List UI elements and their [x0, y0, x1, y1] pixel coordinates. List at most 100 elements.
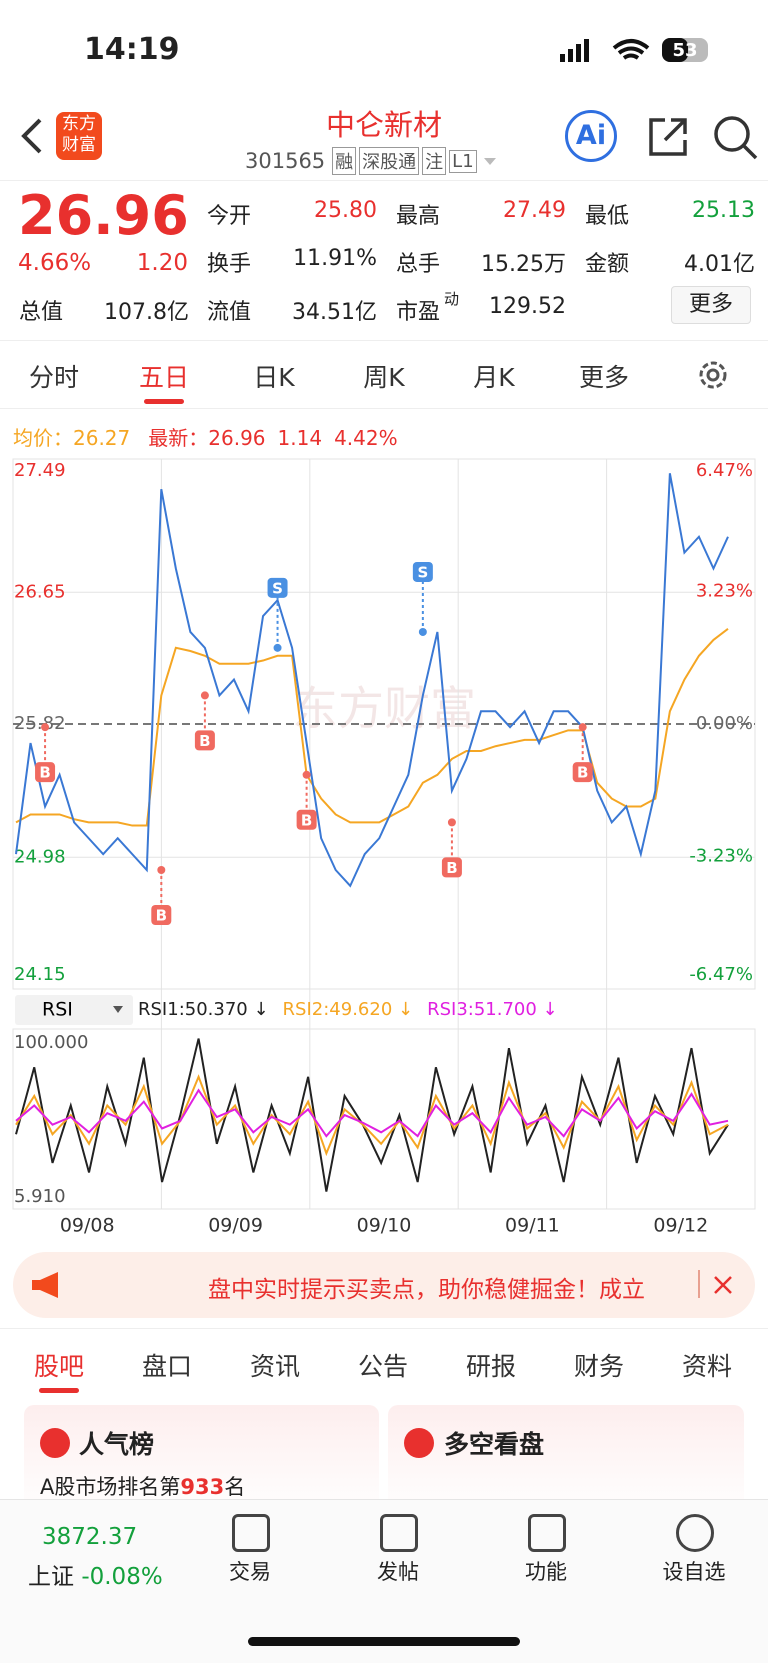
- marker-badge: [35, 762, 56, 783]
- marker-badge: [267, 577, 288, 598]
- marker-dot: [41, 723, 50, 732]
- x-tick-label: 09/08: [60, 1215, 115, 1237]
- divider: [0, 180, 768, 181]
- y-tick-label: 25.82: [14, 713, 66, 734]
- marker-badge: [296, 809, 317, 830]
- field-label: 金额: [585, 252, 630, 277]
- y2-tick-label: -3.23%: [689, 845, 753, 866]
- hot-card[interactable]: [24, 1405, 379, 1515]
- nav-icon[interactable]: [528, 1514, 566, 1552]
- tab[interactable]: 资讯: [249, 1352, 300, 1381]
- y2-tick-label: -6.47%: [689, 964, 753, 985]
- tab-underline: [39, 1388, 79, 1393]
- x-tick-label: 09/11: [505, 1215, 560, 1237]
- field-value: 34.51亿: [292, 300, 377, 325]
- tip-banner[interactable]: [13, 1252, 755, 1318]
- indicator-select: [15, 995, 133, 1025]
- y-tick-label: 26.65: [14, 581, 66, 602]
- indicator-name: RSI: [42, 999, 73, 1021]
- marker-label: B: [39, 764, 50, 782]
- tab[interactable]: 分时: [28, 363, 79, 392]
- ai-button[interactable]: Ai: [565, 110, 617, 162]
- nav-label: 设自选: [662, 1560, 726, 1584]
- hot-icon: [40, 1428, 70, 1458]
- vs-card[interactable]: [388, 1405, 744, 1515]
- change: 1.14: [277, 426, 323, 450]
- tab[interactable]: 日K: [253, 363, 295, 392]
- marker-dot: [578, 723, 587, 732]
- close-button[interactable]: [712, 1274, 734, 1296]
- dropdown-arrow[interactable]: [480, 154, 500, 168]
- marker-label: B: [156, 906, 167, 924]
- settings-button[interactable]: [695, 357, 731, 393]
- nav-icon[interactable]: [232, 1514, 270, 1552]
- divider: [0, 1328, 768, 1329]
- back-button[interactable]: [18, 116, 48, 156]
- logo-text: 财富: [62, 135, 96, 155]
- divider: [0, 408, 768, 409]
- series-line: [15, 1038, 729, 1192]
- more-button[interactable]: 更多: [671, 286, 751, 324]
- megaphone-icon: [32, 1272, 58, 1298]
- chart: 东方财富 27.49 6.47% 26.65 3.23% 25.82 0.00% 24.98…: [12, 458, 756, 1237]
- marker-badge: [441, 857, 462, 878]
- watermark: 东方财富: [292, 682, 476, 736]
- last-value: 26.96: [208, 426, 266, 450]
- tab[interactable]: 财务: [573, 1352, 624, 1381]
- field-label: 最高: [396, 204, 441, 229]
- nav-label: 功能: [525, 1560, 567, 1584]
- series-line: [15, 1088, 729, 1138]
- y-tick-label: 27.49: [14, 460, 66, 481]
- x-tick-label: 09/12: [653, 1215, 708, 1237]
- share-button[interactable]: [645, 114, 691, 160]
- tab[interactable]: 盘口: [141, 1352, 192, 1381]
- logo-text: 东方: [62, 114, 96, 134]
- index-row[interactable]: 上证 -0.08%: [28, 1557, 163, 1591]
- rank: 933: [180, 1475, 225, 1499]
- marker-label: S: [417, 563, 428, 581]
- pct: 4.42%: [334, 426, 398, 450]
- battery-level: 53: [672, 40, 697, 61]
- vs-icon: [404, 1428, 434, 1458]
- search-button[interactable]: [712, 114, 760, 162]
- field-value: 129.52: [489, 294, 566, 319]
- market: 上证: [28, 1564, 74, 1590]
- y2-tick-label: 6.47%: [696, 460, 753, 481]
- y-tick-label: 100.000: [14, 1032, 88, 1053]
- pct-change: 4.66%: [18, 250, 92, 276]
- tab[interactable]: 更多: [578, 363, 629, 392]
- tab[interactable]: 股吧: [33, 1352, 84, 1381]
- marker-label: B: [199, 732, 210, 750]
- series-line: [15, 627, 729, 827]
- series-line: [15, 1074, 729, 1157]
- y-tick-label: 5.910: [14, 1186, 66, 1207]
- marker-dot: [418, 627, 427, 636]
- nav-label: 交易: [229, 1560, 271, 1584]
- tab[interactable]: 资料: [681, 1352, 732, 1381]
- field-value: 15.25万: [481, 252, 566, 277]
- legend-entry: RSI2:49.620 ↓: [283, 999, 414, 1020]
- series-line: [15, 473, 729, 888]
- tab[interactable]: 月K: [473, 363, 515, 392]
- clock: 14:19: [84, 32, 180, 67]
- y2-tick-label: 3.23%: [696, 581, 753, 602]
- tab[interactable]: 五日: [138, 363, 189, 392]
- plot-frame: [12, 1028, 756, 1210]
- marker-label: B: [301, 811, 312, 829]
- y2-tick-label: 0.00%: [696, 713, 753, 734]
- tab[interactable]: 周K: [363, 363, 405, 392]
- field-label: 总值: [19, 300, 64, 325]
- banner-text: 盘中实时提示买卖点，助你稳健掘金！成立: [208, 1277, 645, 1303]
- tab[interactable]: 研报: [465, 1352, 516, 1381]
- bottom-nav: [0, 1499, 768, 1663]
- dropdown-arrow: [113, 1006, 123, 1013]
- nav-icon[interactable]: [676, 1514, 714, 1552]
- stock-code: 301565: [245, 149, 326, 173]
- marker-badge: [194, 730, 215, 751]
- tab[interactable]: 公告: [357, 1352, 408, 1381]
- marker-dot: [302, 770, 311, 779]
- field-label: 最低: [585, 204, 630, 229]
- nav-icon[interactable]: [380, 1514, 418, 1552]
- last-label: 最新：: [148, 426, 209, 450]
- marker-badge: [412, 561, 433, 582]
